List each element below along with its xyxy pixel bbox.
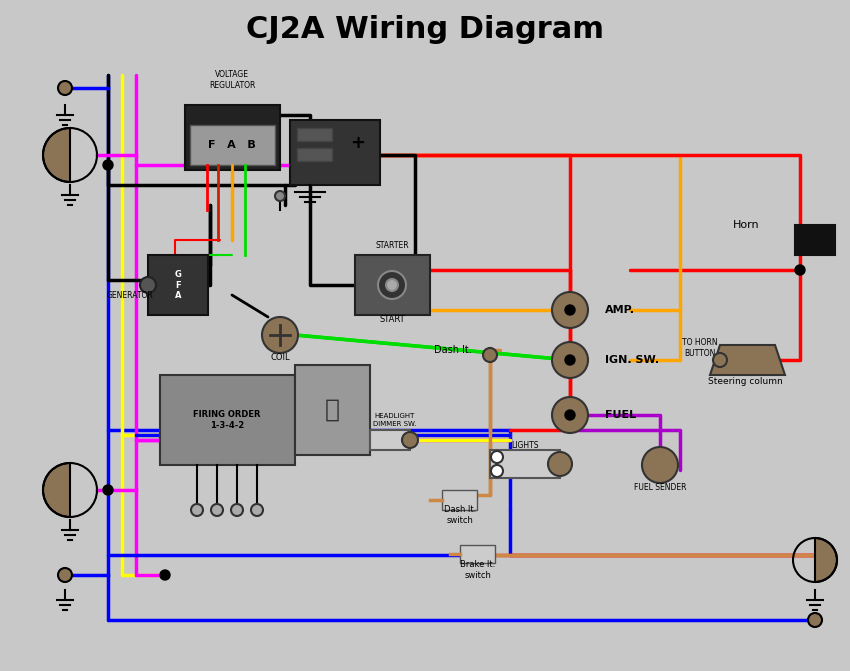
Text: Steering column: Steering column	[707, 378, 782, 386]
Text: FUEL SENDER: FUEL SENDER	[634, 484, 686, 493]
Circle shape	[58, 81, 72, 95]
Text: Dash lt.
switch: Dash lt. switch	[444, 505, 476, 525]
Text: LIGHTS: LIGHTS	[511, 440, 539, 450]
Circle shape	[713, 353, 727, 367]
Circle shape	[565, 305, 575, 315]
Circle shape	[548, 452, 572, 476]
Circle shape	[402, 432, 418, 448]
Text: G
F
A: G F A	[174, 270, 181, 300]
Circle shape	[191, 504, 203, 516]
Circle shape	[231, 504, 243, 516]
Circle shape	[262, 317, 298, 353]
Circle shape	[565, 410, 575, 420]
Circle shape	[58, 568, 72, 582]
Bar	[490, 450, 560, 478]
Text: AMP.: AMP.	[605, 305, 635, 315]
Circle shape	[795, 265, 805, 275]
Bar	[148, 255, 208, 315]
Bar	[160, 375, 295, 465]
Text: Dash lt.: Dash lt.	[434, 345, 472, 355]
Text: HEADLIGHT
DIMMER SW.: HEADLIGHT DIMMER SW.	[373, 413, 416, 427]
Polygon shape	[710, 345, 785, 375]
Circle shape	[483, 348, 497, 362]
Text: TO HORN
BUTTON: TO HORN BUTTON	[683, 338, 717, 358]
Bar	[295, 365, 370, 455]
Circle shape	[251, 504, 263, 516]
Text: Horn: Horn	[734, 220, 760, 230]
Text: VOLTAGE
REGULATOR: VOLTAGE REGULATOR	[209, 70, 255, 90]
Text: CJ2A Wiring Diagram: CJ2A Wiring Diagram	[246, 15, 604, 44]
Bar	[190, 125, 275, 165]
Wedge shape	[815, 538, 837, 582]
Circle shape	[378, 271, 406, 299]
Wedge shape	[43, 128, 70, 182]
Bar	[460, 545, 495, 563]
Text: FIRING ORDER
1-3-4-2: FIRING ORDER 1-3-4-2	[193, 410, 261, 429]
Circle shape	[808, 613, 822, 627]
Circle shape	[552, 397, 588, 433]
Circle shape	[491, 465, 503, 477]
Text: STARTER: STARTER	[375, 240, 409, 250]
Bar	[297, 128, 332, 141]
Circle shape	[491, 451, 503, 463]
Text: COIL: COIL	[270, 354, 290, 362]
Bar	[297, 148, 332, 161]
Text: Ⓦ: Ⓦ	[325, 398, 339, 422]
Text: F   A   B: F A B	[208, 140, 256, 150]
Circle shape	[211, 504, 223, 516]
Text: GENERATOR: GENERATOR	[106, 291, 153, 299]
Bar	[370, 430, 410, 450]
Text: FUEL: FUEL	[605, 410, 636, 420]
Circle shape	[642, 447, 678, 483]
Bar	[795, 225, 835, 255]
Circle shape	[140, 277, 156, 293]
Circle shape	[552, 342, 588, 378]
Circle shape	[275, 191, 285, 201]
Wedge shape	[43, 463, 70, 517]
Circle shape	[386, 279, 398, 291]
Text: IGN. SW.: IGN. SW.	[605, 355, 659, 365]
Text: START: START	[379, 315, 405, 325]
Bar	[355, 255, 430, 315]
Circle shape	[103, 485, 113, 495]
Circle shape	[103, 160, 113, 170]
Circle shape	[160, 570, 170, 580]
Text: +: +	[350, 134, 366, 152]
Bar	[442, 490, 477, 510]
Bar	[185, 105, 280, 170]
Bar	[290, 120, 380, 185]
Circle shape	[565, 355, 575, 365]
Text: Brake lt.
switch: Brake lt. switch	[461, 560, 496, 580]
Circle shape	[552, 292, 588, 328]
